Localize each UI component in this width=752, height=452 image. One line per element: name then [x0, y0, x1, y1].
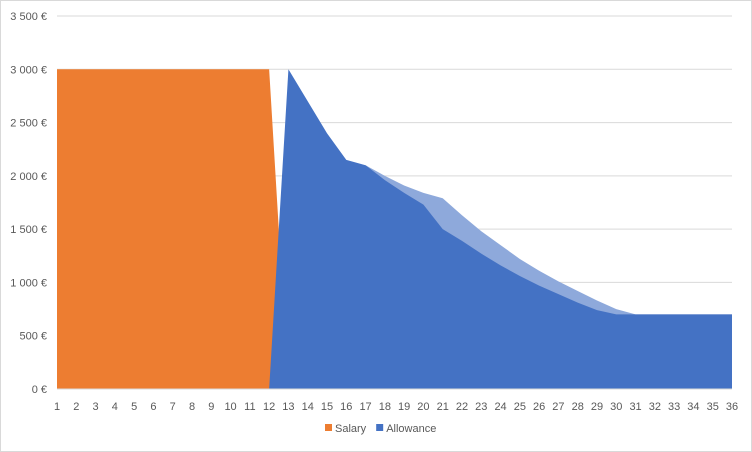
x-tick-label: 30: [610, 401, 622, 413]
x-tick-label: 23: [475, 401, 487, 413]
axes: 0 € 500 € 1 000 € 1 500 € 2 000 € 2 500 € 3 00…: [10, 11, 738, 413]
y-tick-label: 500 €: [19, 331, 47, 343]
x-tick-label: 22: [456, 401, 468, 413]
y-tick-label: 3 500 €: [10, 11, 47, 23]
x-tick-label: 26: [533, 401, 545, 413]
x-tick-label: 3: [93, 401, 99, 413]
x-tick-label: 18: [379, 401, 391, 413]
series-areas: [57, 69, 732, 390]
x-tick-label: 9: [208, 401, 214, 413]
legend-label-allowance: Allowance: [386, 423, 436, 435]
x-tick-label: 2: [73, 401, 79, 413]
legend-label-salary: Salary: [335, 423, 367, 435]
legend-swatch-allowance: [376, 424, 384, 431]
x-tick-label: 8: [189, 401, 195, 413]
x-tick-label: 14: [302, 401, 314, 413]
x-tick-label: 10: [224, 401, 236, 413]
x-tick-label: 33: [668, 401, 680, 413]
allowance-area: [57, 69, 732, 390]
x-tick-label: 27: [552, 401, 564, 413]
x-tick-label: 5: [131, 401, 137, 413]
x-tick-label: 16: [340, 401, 352, 413]
x-tick-label: 36: [726, 401, 738, 413]
x-tick-label: 35: [707, 401, 719, 413]
x-tick-label: 28: [572, 401, 584, 413]
x-tick-label: 21: [437, 401, 449, 413]
x-tick-label: 32: [649, 401, 661, 413]
x-tick-label: 7: [170, 401, 176, 413]
x-tick-label: 13: [282, 401, 294, 413]
y-tick-label: 3 000 €: [10, 64, 47, 76]
x-tick-label: 1: [54, 401, 60, 413]
x-tick-label: 12: [263, 401, 275, 413]
legend-swatch-salary: [325, 424, 332, 431]
x-tick-label: 25: [514, 401, 526, 413]
x-tick-label: 17: [359, 401, 371, 413]
x-tick-label: 11: [244, 401, 255, 413]
x-tick-label: 20: [417, 401, 429, 413]
salary-area: [57, 69, 732, 390]
x-tick-label: 19: [398, 401, 410, 413]
y-tick-label: 2 000 €: [10, 171, 47, 183]
y-tick-label: 1 000 €: [10, 277, 47, 289]
legend: Salary Allowance: [325, 423, 436, 435]
x-tick-label: 15: [321, 401, 333, 413]
y-tick-label: 0 €: [32, 384, 47, 396]
y-tick-label: 1 500 €: [10, 224, 47, 236]
x-tick-label: 6: [150, 401, 156, 413]
x-tick-label: 31: [629, 401, 641, 413]
x-tick-label: 34: [687, 401, 699, 413]
x-tick-label: 4: [112, 401, 118, 413]
x-tick-label: 29: [591, 401, 603, 413]
x-tick-label: 24: [494, 401, 506, 413]
y-tick-label: 2 500 €: [10, 118, 47, 130]
